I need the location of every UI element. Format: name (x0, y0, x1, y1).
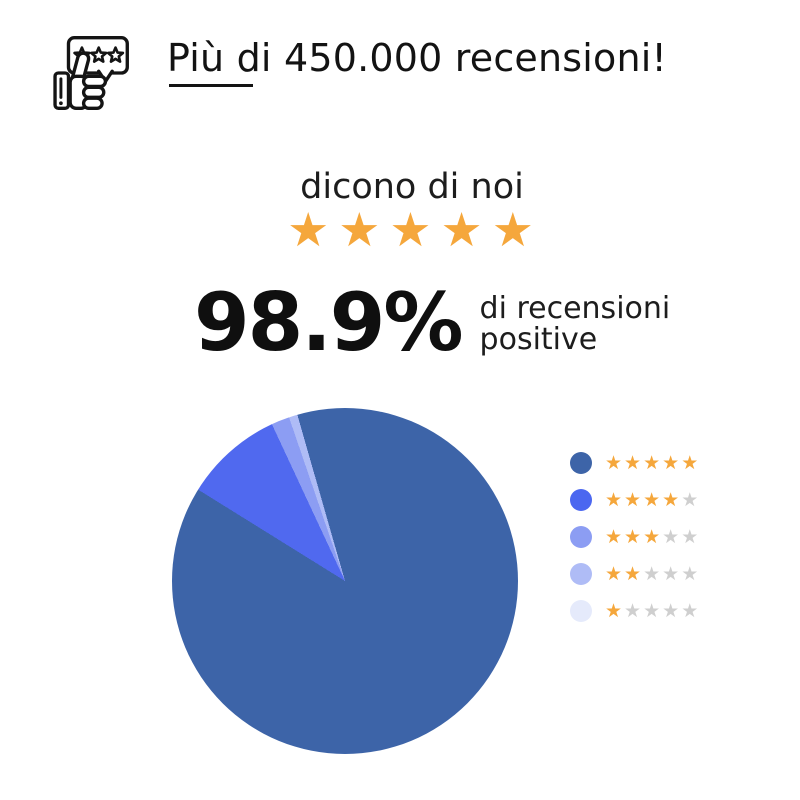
star-icon: ★ (643, 489, 663, 511)
star-icon: ★ (605, 489, 625, 511)
star-icon: ★ (681, 452, 701, 474)
star-icon: ★ (662, 600, 682, 622)
star-icon: ★ (681, 600, 701, 622)
legend-row: ★★★★★ (570, 563, 700, 585)
percentage-label: di recensioni positive (480, 283, 671, 355)
star-icon: ★ (681, 526, 701, 548)
star-icon: ★ (605, 563, 625, 585)
legend-stars: ★★★★★ (605, 600, 700, 622)
five-stars-rating-icon: ★★★★★ (287, 203, 543, 258)
star-icon: ★ (681, 563, 701, 585)
star-icon: ★ (605, 600, 625, 622)
title-underline (169, 84, 253, 87)
legend-row: ★★★★★ (570, 452, 700, 474)
reviews-pie-chart (172, 408, 518, 754)
legend-stars: ★★★★★ (605, 489, 700, 511)
review-thumbs-up-icon (53, 36, 129, 110)
star-icon: ★ (643, 526, 663, 548)
legend-dot (570, 452, 592, 474)
percentage-label-line1: di recensioni (479, 291, 671, 326)
legend-dot (570, 489, 592, 511)
legend-dot (570, 526, 592, 548)
star-icon: ★ (624, 452, 644, 474)
subheader-text: dicono di noi (300, 167, 524, 207)
legend-dot (570, 563, 592, 585)
star-icon: ★ (643, 600, 663, 622)
positive-percentage: 98.9% (194, 276, 464, 369)
legend-row: ★★★★★ (570, 526, 700, 548)
star-icon: ★ (624, 600, 644, 622)
star-icon: ★ (662, 563, 682, 585)
legend-stars: ★★★★★ (605, 452, 700, 474)
star-icon: ★ (624, 489, 644, 511)
star-icon: ★ (662, 489, 682, 511)
page-title: Più di 450.000 recensioni! (167, 36, 667, 80)
pie-legend: ★★★★★ ★★★★★ ★★★★★ ★★★★★ ★★★★★ (570, 452, 700, 637)
legend-stars: ★★★★★ (605, 563, 700, 585)
star-icon: ★ (662, 452, 682, 474)
star-icon: ★ (643, 563, 663, 585)
stats-row: 98.9% di recensioni positive (194, 283, 670, 363)
star-icon: ★ (643, 452, 663, 474)
star-icon: ★ (624, 526, 644, 548)
star-icon: ★ (662, 526, 682, 548)
legend-row: ★★★★★ (570, 489, 700, 511)
legend-row: ★★★★★ (570, 600, 700, 622)
star-icon: ★ (605, 526, 625, 548)
legend-stars: ★★★★★ (605, 526, 700, 548)
percentage-label-line2: positive (479, 321, 598, 357)
star-icon: ★ (681, 489, 701, 511)
star-icon: ★ (605, 452, 625, 474)
legend-dot (570, 600, 592, 622)
star-icon: ★ (624, 563, 644, 585)
